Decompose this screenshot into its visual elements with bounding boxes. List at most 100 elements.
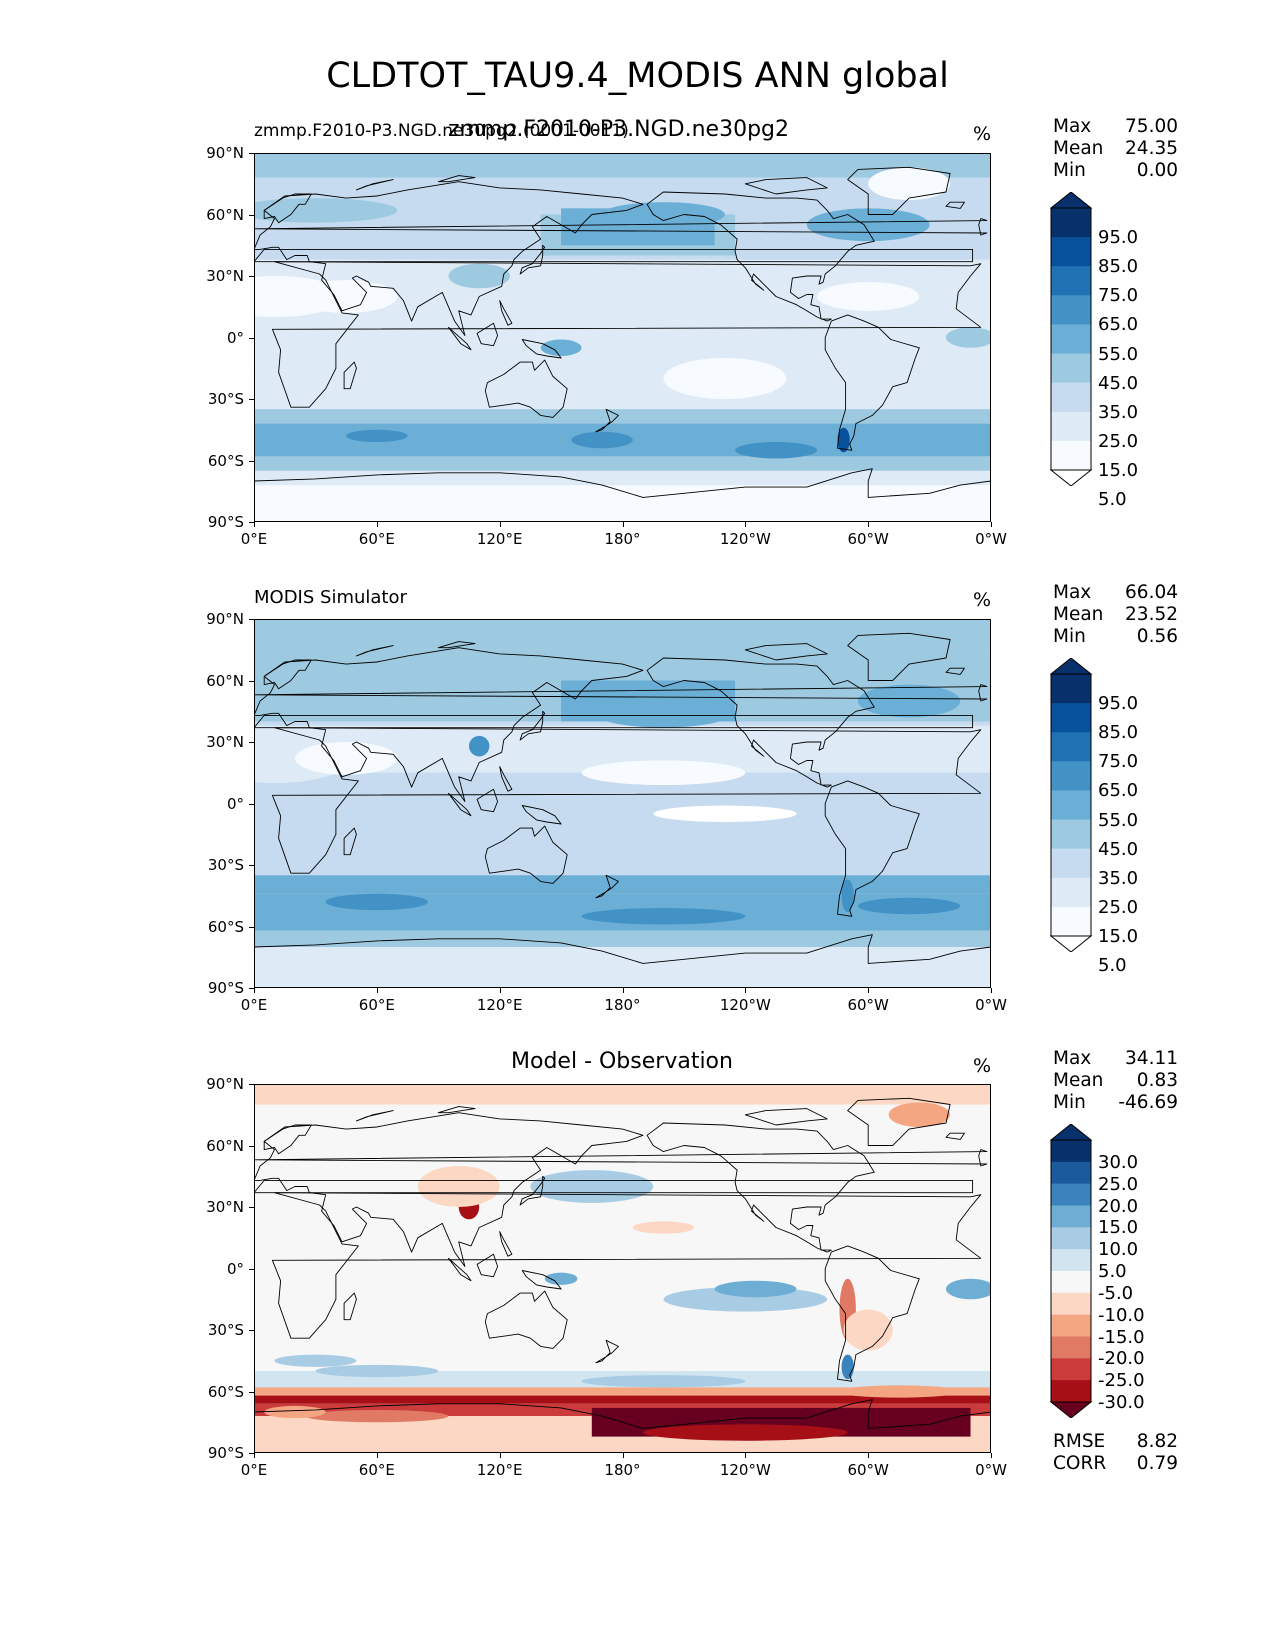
- colorbar-segment: [1051, 1140, 1091, 1163]
- x-tick-label: 0°W: [975, 530, 1007, 548]
- colorbar-segment: [1051, 1314, 1091, 1337]
- coastline: [271, 727, 982, 874]
- y-tick-mark: [249, 1207, 254, 1208]
- coastline: [254, 1179, 974, 1194]
- colorbar-tick-label: 85.0: [1098, 722, 1139, 744]
- coastline: [744, 177, 828, 195]
- coastline: [254, 218, 988, 236]
- coastline: [519, 1175, 546, 1206]
- coastline: [254, 1399, 991, 1453]
- colorbar-segment: [1051, 295, 1091, 325]
- coastline: [945, 667, 965, 675]
- coastline: [499, 1231, 513, 1257]
- x-tick-mark: [499, 988, 501, 993]
- y-tick-label: 90°S: [207, 513, 244, 531]
- x-tick-mark: [499, 522, 501, 527]
- colorbar-tick-label: 75.0: [1098, 751, 1139, 773]
- x-tick-label: 180°: [604, 530, 641, 548]
- x-tick-label: 120°W: [719, 996, 771, 1014]
- colorbar-segment: [1051, 353, 1091, 384]
- colorbar-segment: [1051, 411, 1091, 442]
- y-tick-mark: [249, 1268, 254, 1270]
- colorbar-tick-label: -15.0: [1098, 1326, 1145, 1348]
- x-tick-mark: [868, 988, 870, 993]
- x-tick-mark: [991, 988, 992, 993]
- panel-model: zmmp.F2010-P3.NGD.ne30pg2 (0001-0011) zm…: [0, 0, 1275, 522]
- colorbar-tick-label: 10.0: [1098, 1239, 1139, 1261]
- panel-subtitle-center: Model - Observation: [511, 1049, 733, 1074]
- stat-value: 0.56: [1136, 626, 1178, 647]
- coastline: [521, 1270, 562, 1290]
- coastline: [595, 874, 619, 899]
- y-tick-mark: [249, 153, 254, 154]
- stat-label: Mean: [1053, 604, 1104, 625]
- x-tick-mark: [622, 1453, 624, 1458]
- x-tick-mark: [991, 1453, 992, 1458]
- stat-value: 75.00: [1125, 116, 1178, 137]
- coastline: [646, 657, 875, 788]
- y-tick-label: 30°N: [206, 1198, 244, 1216]
- colorbar-segment: [1051, 1161, 1091, 1185]
- coastline: [476, 1253, 499, 1278]
- y-tick-label: 90°N: [206, 1075, 244, 1093]
- x-tick-label: 0°W: [975, 996, 1007, 1014]
- colorbar-tick-label: -10.0: [1098, 1304, 1145, 1326]
- coastline: [263, 659, 312, 690]
- y-tick-label: 30°N: [206, 733, 244, 751]
- y-tick-label: 60°S: [207, 1382, 244, 1401]
- y-tick-mark: [249, 1453, 254, 1454]
- colorbar-tick-label: 15.0: [1098, 1217, 1139, 1239]
- y-tick-label: 90°S: [207, 979, 244, 997]
- x-tick-label: 0°E: [240, 1461, 268, 1479]
- colorbar-tick-label: 75.0: [1098, 285, 1139, 307]
- colorbar-segment: [1051, 819, 1091, 850]
- colorbar-tick-label: 15.0: [1098, 926, 1139, 947]
- coastline: [355, 179, 394, 191]
- y-tick-label: 30°S: [207, 856, 244, 874]
- x-tick-label: 60°W: [847, 1461, 889, 1479]
- coastlines: [254, 1097, 991, 1453]
- colorbar-tick-label: 45.0: [1098, 372, 1139, 394]
- x-tick-mark: [254, 988, 255, 993]
- x-tick-mark: [376, 988, 378, 993]
- stats-box: Max 34.11 Mean 0.83 Min -46.69: [1053, 1048, 1178, 1114]
- y-tick-mark: [249, 680, 254, 682]
- colorbar-tick-label: 5.0: [1098, 1261, 1127, 1282]
- coastline: [595, 1339, 619, 1364]
- coastline: [945, 201, 965, 209]
- colorbar-tick-label: 95.0: [1098, 227, 1139, 249]
- colorbar-segment: [1051, 1249, 1091, 1272]
- colorbar-tick-label: 25.0: [1098, 1173, 1139, 1195]
- x-tick-label: 120°E: [476, 1461, 523, 1479]
- coastline: [263, 1124, 312, 1155]
- coastline: [448, 792, 472, 817]
- colorbar-tick-label: 55.0: [1098, 809, 1139, 831]
- coastline: [437, 175, 476, 183]
- colorbar-segment: [1051, 1380, 1091, 1403]
- x-tick-label: 120°E: [476, 996, 523, 1014]
- metrics-box: RMSE 8.82 CORR 0.79: [1053, 1431, 1178, 1475]
- x-tick-mark: [745, 1453, 747, 1458]
- colorbar-segment: [1051, 237, 1091, 267]
- coastline: [271, 261, 982, 408]
- colorbar-tick-label: 35.0: [1098, 867, 1139, 889]
- coastline: [499, 300, 513, 326]
- x-tick-mark: [499, 1453, 501, 1458]
- coastline: [646, 191, 875, 322]
- coastline: [254, 1112, 644, 1267]
- coastline: [521, 805, 562, 825]
- colorbar-segment: [1051, 1358, 1091, 1381]
- colorbar-tick-label: 5.0: [1098, 489, 1127, 511]
- colorbar-tick-label: -25.0: [1098, 1370, 1145, 1392]
- y-tick-mark: [249, 742, 254, 743]
- coastline: [824, 780, 920, 917]
- x-tick-mark: [254, 522, 255, 527]
- x-tick-mark: [376, 1453, 378, 1458]
- colorbar-segment: [1051, 1336, 1091, 1359]
- y-tick-label: 0°: [226, 794, 244, 813]
- coastline: [824, 314, 920, 451]
- y-tick-mark: [249, 803, 254, 805]
- colorbar-tick-label: 35.0: [1098, 401, 1139, 423]
- coastline: [744, 1108, 828, 1126]
- coastline: [448, 326, 472, 351]
